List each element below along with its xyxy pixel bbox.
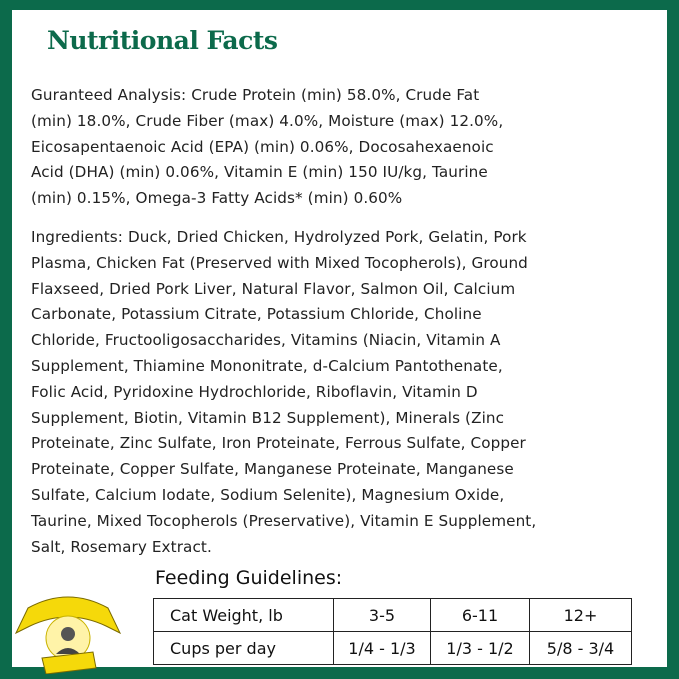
text-line: Guranteed Analysis: Crude Protein (min) … [31,86,480,104]
dr-elseys-logo [14,596,122,674]
table-cell: 3-5 [333,598,431,632]
page-title: Nutritional Facts [47,26,278,55]
text-line: Acid (DHA) (min) 0.06%, Vitamin E (min) … [31,163,488,182]
text-line: Plasma, Chicken Fat (Preserved with Mixe… [31,253,528,272]
text-line: Salt, Rosemary Extract. [31,537,212,556]
table-cell: Cat Weight, lb [153,598,334,632]
table-cell: 5/8 - 3/4 [529,631,632,665]
ingredients: Ingredients: Duck, Dried Chicken, Hydrol… [31,225,536,560]
table-cell: 1/4 - 1/3 [333,631,431,665]
text-line: Proteinate, Zinc Sulfate, Iron Proteinat… [31,434,526,453]
table-cell: 1/3 - 1/2 [430,631,530,665]
text-line: Supplement, Thiamine Mononitrate, d-Calc… [31,356,503,375]
text-line: (min) 18.0%, Crude Fiber (max) 4.0%, Moi… [31,111,504,130]
table-cell: 12+ [529,598,632,632]
feeding-guidelines-heading: Feeding Guidelines: [155,567,343,589]
text-line: (min) 0.15%, Omega-3 Fatty Acids* (min) … [31,189,403,208]
text-line: Flaxseed, Dried Pork Liver, Natural Flav… [31,279,516,298]
table-cell: Cups per day [153,631,334,665]
table-cell: 6-11 [430,598,530,632]
text-line: Eicosapentaenoic Acid (EPA) (min) 0.06%,… [31,137,494,156]
text-line: Chloride, Fructooligosaccharides, Vitami… [31,331,501,350]
table-row: Cups per day 1/4 - 1/3 1/3 - 1/2 5/8 - 3… [153,631,632,665]
text-line: Folic Acid, Pyridoxine Hydrochloride, Ri… [31,382,478,401]
text-line: Ingredients: Duck, Dried Chicken, Hydrol… [31,228,527,246]
text-line: Taurine, Mixed Tocopherols (Preservative… [31,511,537,530]
text-line: Sulfate, Calcium Iodate, Sodium Selenite… [31,485,505,504]
guaranteed-analysis: Guranteed Analysis: Crude Protein (min) … [31,83,503,212]
table-row: Cat Weight, lb 3-5 6-11 12+ [153,598,632,632]
text-line: Supplement, Biotin, Vitamin B12 Suppleme… [31,408,505,427]
text-line: Proteinate, Copper Sulfate, Manganese Pr… [31,460,514,479]
feeding-table: Cat Weight, lb 3-5 6-11 12+ Cups per day… [153,598,632,665]
text-line: Carbonate, Potassium Citrate, Potassium … [31,305,482,324]
